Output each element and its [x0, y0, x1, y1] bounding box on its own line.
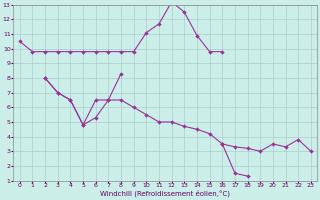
X-axis label: Windchill (Refroidissement éolien,°C): Windchill (Refroidissement éolien,°C): [100, 190, 230, 197]
